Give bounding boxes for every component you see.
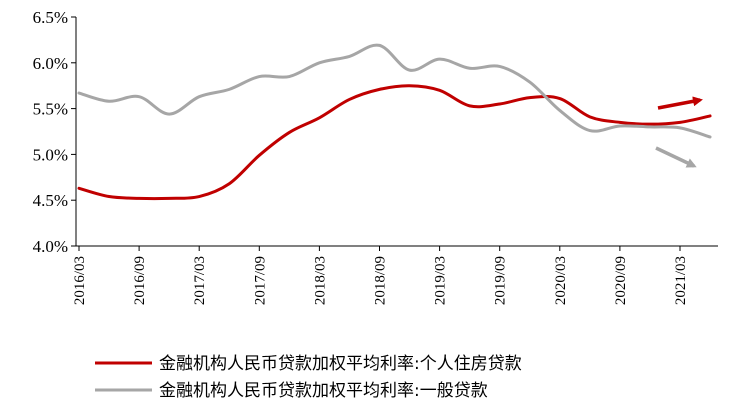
x-tick-label: 2018/09 — [373, 256, 389, 305]
legend-label: 金融机构人民币贷款加权平均利率:个人住房贷款 — [159, 354, 522, 374]
x-tick-label: 2020/09 — [613, 256, 629, 305]
series-lines — [77, 43, 712, 201]
legend: 金融机构人民币贷款加权平均利率:个人住房贷款金融机构人民币贷款加权平均利率:一般… — [95, 354, 522, 401]
x-tick-label: 2019/03 — [433, 256, 449, 305]
series-line-housing-loan — [77, 84, 712, 201]
y-tick-label: 4.5% — [33, 191, 68, 210]
x-tick-label: 2021/03 — [673, 256, 689, 305]
x-tick-label: 2017/09 — [252, 256, 268, 305]
legend-label: 金融机构人民币贷款加权平均利率:一般贷款 — [159, 381, 488, 401]
axes — [75, 17, 718, 247]
series-line-general-loan — [77, 43, 712, 139]
x-tick-label: 2016/03 — [72, 256, 88, 305]
y-tick-label: 5.5% — [33, 100, 68, 119]
x-tick-label: 2019/09 — [493, 256, 509, 305]
y-tick-label: 5.0% — [33, 145, 68, 164]
x-tick-label: 2017/03 — [192, 256, 208, 305]
y-axis-ticks: 4.0% 4.5% 5.0% 5.5% 6.0% 6.5% — [33, 8, 76, 256]
x-tick-label: 2018/03 — [312, 256, 328, 305]
trend-arrow-up — [657, 96, 703, 110]
trend-arrows — [655, 96, 703, 168]
trend-arrow-down — [655, 146, 697, 168]
y-tick-label: 6.5% — [33, 8, 68, 27]
x-tick-label: 2016/09 — [132, 256, 148, 305]
x-tick-label: 2020/03 — [553, 256, 569, 305]
y-tick-label: 6.0% — [33, 54, 68, 73]
x-axis-ticks: 2016/03 2016/09 2017/03 2017/09 2018/03 2018/… — [72, 246, 689, 305]
y-tick-label: 4.0% — [33, 237, 68, 256]
